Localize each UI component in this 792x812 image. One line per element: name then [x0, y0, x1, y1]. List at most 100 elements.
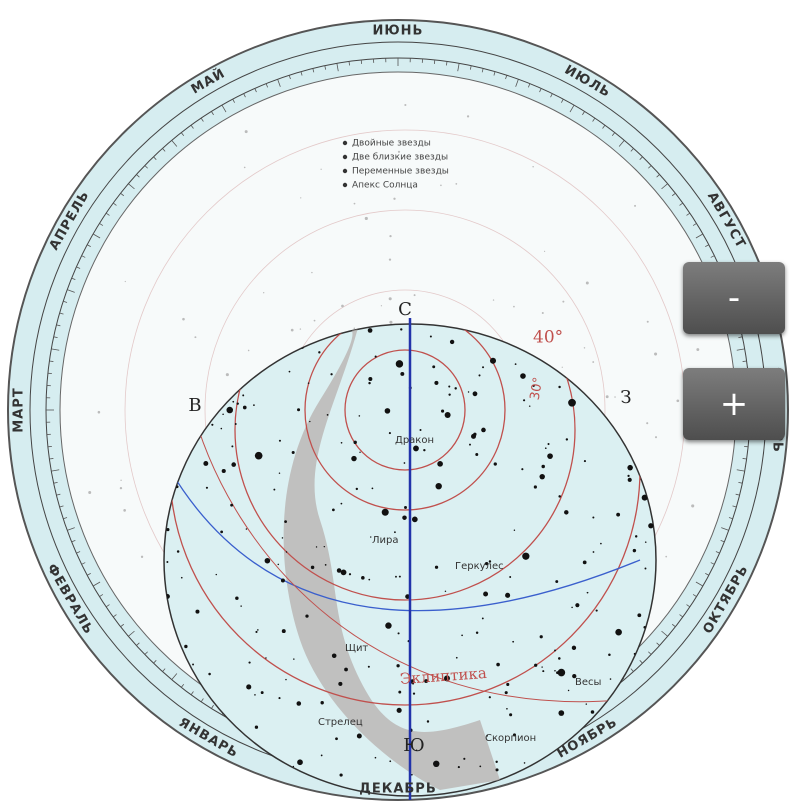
star	[419, 429, 422, 432]
faint-star	[665, 555, 668, 558]
star	[572, 674, 577, 679]
star	[541, 666, 543, 668]
faint-star	[676, 399, 680, 403]
rim-tick	[221, 104, 227, 113]
star	[284, 520, 287, 523]
star	[557, 668, 566, 677]
star	[554, 649, 556, 652]
star	[475, 453, 479, 457]
star	[463, 757, 466, 760]
star	[398, 575, 401, 578]
faint-star	[654, 352, 658, 356]
star	[389, 760, 392, 763]
star	[433, 760, 440, 768]
rim-tick	[99, 594, 104, 597]
rim-tick	[336, 63, 339, 72]
star	[245, 528, 248, 530]
star	[481, 427, 486, 433]
rim-tick	[162, 668, 166, 672]
zoom-out-button[interactable]: -	[683, 262, 785, 334]
star	[353, 440, 357, 445]
star	[482, 366, 485, 369]
faint-star	[455, 182, 458, 185]
rim-tick	[618, 140, 625, 147]
star	[215, 573, 217, 576]
rim-tick	[736, 469, 745, 472]
faint-star	[466, 115, 470, 118]
rim-tick	[582, 111, 585, 116]
star	[521, 468, 524, 471]
faint-star	[364, 216, 368, 221]
rim-tick	[695, 233, 704, 239]
faint-star	[353, 202, 356, 205]
rim-tick	[505, 75, 508, 80]
star	[555, 580, 559, 584]
rim-tick	[312, 68, 315, 73]
rim-tick	[144, 165, 148, 169]
star	[426, 720, 430, 723]
faint-star	[646, 320, 649, 323]
star	[429, 335, 432, 338]
constellation-label: Весы	[575, 677, 601, 688]
faint-star	[120, 479, 122, 481]
star	[323, 545, 326, 548]
milky-way	[283, 324, 500, 790]
faint-star	[124, 280, 126, 283]
equator	[169, 469, 641, 612]
rim-tick	[692, 594, 697, 597]
star	[410, 773, 413, 776]
star	[339, 773, 343, 777]
star	[253, 404, 255, 407]
star	[326, 413, 329, 416]
rim-tick	[728, 517, 733, 520]
faint-star	[562, 300, 565, 303]
star	[443, 675, 450, 682]
faint-star	[97, 410, 101, 414]
star	[374, 756, 377, 759]
legend-marker	[342, 182, 348, 188]
rim-tick	[67, 289, 75, 293]
star	[506, 707, 508, 710]
constellation-label: Лира	[372, 535, 399, 546]
rim-tick	[720, 539, 725, 543]
constellation-label: Геркулес	[455, 561, 504, 572]
star	[506, 682, 510, 686]
star	[484, 561, 489, 566]
faint-star	[320, 168, 322, 170]
star	[638, 744, 641, 746]
star	[368, 381, 371, 385]
star	[297, 408, 301, 412]
star	[478, 374, 481, 377]
star	[277, 563, 280, 566]
star	[221, 468, 226, 474]
zoom-in-button[interactable]: +	[683, 368, 785, 440]
rim-tick	[527, 83, 531, 88]
rim-tick	[76, 551, 81, 554]
rim-tick	[53, 481, 58, 484]
faint-star	[605, 395, 609, 399]
star	[644, 541, 647, 543]
star	[285, 551, 288, 553]
star	[232, 400, 235, 403]
faint-star	[353, 327, 356, 330]
faint-star	[541, 311, 544, 315]
rim-tick	[171, 140, 178, 147]
star	[265, 657, 267, 659]
star	[400, 328, 403, 331]
rim-tick	[87, 244, 91, 247]
rim-tick	[81, 562, 86, 565]
month-label: МАРТ	[12, 387, 27, 432]
star	[634, 535, 638, 538]
faint-star	[543, 250, 546, 253]
rim-tick	[99, 223, 104, 226]
faint-star	[300, 197, 302, 199]
star	[626, 742, 633, 748]
rim-tick	[120, 623, 125, 628]
rim-tick	[469, 65, 472, 70]
star	[627, 477, 632, 482]
star	[592, 551, 595, 553]
rim-tick	[56, 324, 61, 327]
faint-star	[696, 348, 700, 352]
star	[176, 550, 180, 553]
